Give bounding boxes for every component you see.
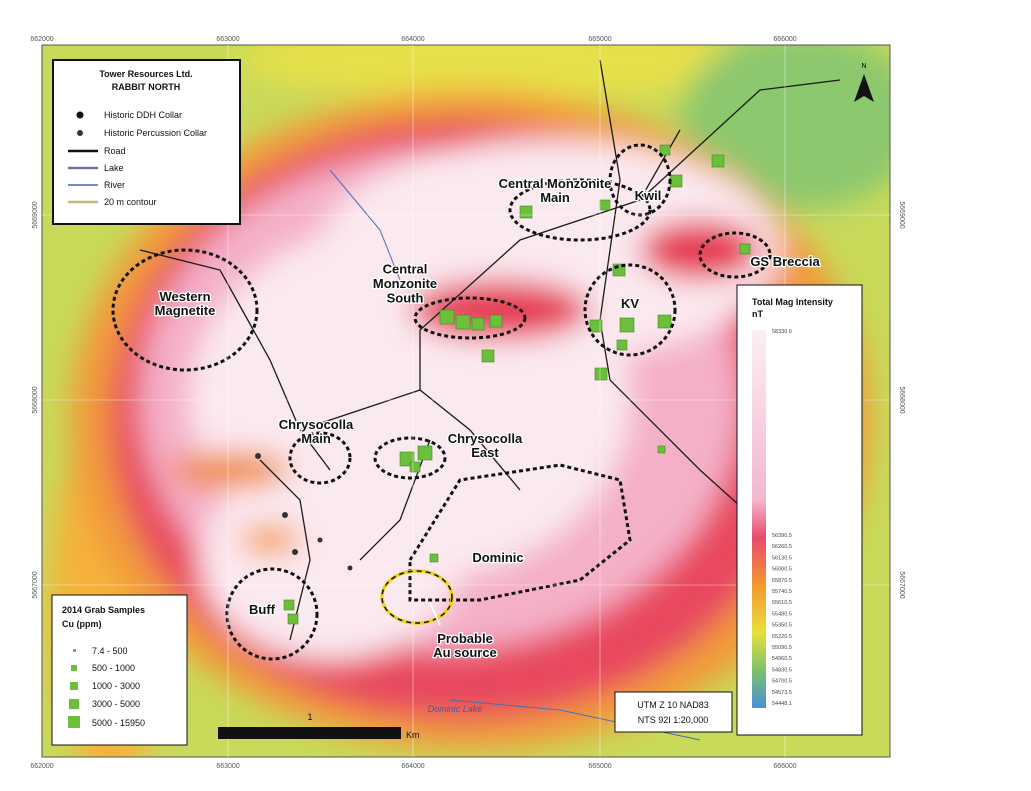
grid-labels: 662000 663000 664000 665000 666000 66200… xyxy=(30,36,905,770)
area-label: KV xyxy=(621,296,639,311)
easting-label: 665000 xyxy=(588,36,611,43)
legend: Tower Resources Ltd. RABBIT NORTH Histor… xyxy=(52,59,241,225)
area-label: GS Breccia xyxy=(750,254,820,269)
mag-label: 54700.5 xyxy=(772,679,792,685)
magnetic-raster xyxy=(42,45,890,757)
northing-label: 5667000 xyxy=(898,571,905,598)
mag-label: 56390.5 xyxy=(772,533,792,539)
legend-item: Lake xyxy=(104,163,124,173)
samples-title: 2014 Grab Samples xyxy=(62,605,145,615)
mag-label: 55610.5 xyxy=(772,600,792,606)
samples-class: 5000 - 15950 xyxy=(92,718,145,728)
projection: NTS 92I 1:20,000 xyxy=(638,715,709,725)
easting-label: 662000 xyxy=(30,36,53,43)
area-label: Chrysocolla East xyxy=(448,431,523,460)
target-outlines xyxy=(111,143,772,661)
northing-label: 5668000 xyxy=(898,386,905,413)
easting-label: 663000 xyxy=(216,763,239,770)
legend-item: River xyxy=(104,180,125,190)
annotation-arrow xyxy=(429,602,441,626)
area-label: Kwil xyxy=(635,188,662,203)
easting-label: 663000 xyxy=(216,36,239,43)
mag-label: 56130.5 xyxy=(772,555,792,561)
mag-label: 54960.5 xyxy=(772,656,792,662)
au-source-ring-dash xyxy=(381,570,453,624)
area-label: Chrysocolla Main xyxy=(279,417,354,446)
mag-label: 54573.5 xyxy=(772,690,792,696)
area-label: Western Magnetite xyxy=(155,289,216,318)
area-label: Central Monzonite Main xyxy=(499,176,612,205)
projection: UTM Z 10 NAD83 xyxy=(637,700,709,710)
scale-bar: 1 Km xyxy=(218,712,420,740)
northing-label: 5669000 xyxy=(898,201,905,228)
mag-label: 55220.5 xyxy=(772,634,792,640)
area-label: Dominic xyxy=(472,550,523,565)
grab-samples xyxy=(283,144,751,625)
legend-subtitle: RABBIT NORTH xyxy=(112,82,181,92)
easting-label: 662000 xyxy=(30,763,53,770)
lake-label: Dominic Lake xyxy=(428,704,483,714)
annotation: Probable Au source xyxy=(433,631,497,660)
mag-legend: Total Mag Intensity nT 58330.6 56390.5 56… xyxy=(736,284,863,736)
projection-box: UTM Z 10 NAD83 NTS 92I 1:20,000 xyxy=(614,691,733,733)
legend-item: Historic DDH Collar xyxy=(104,110,182,120)
samples-class: 500 - 1000 xyxy=(92,663,135,673)
area-label: Central Monzonite South xyxy=(373,262,437,306)
mag-label: 55350.5 xyxy=(772,623,792,629)
scale-unit: Km xyxy=(406,730,420,740)
samples-legend: 2014 Grab Samples Cu (ppm) 7.4 - 500 500… xyxy=(51,594,188,746)
legend-title: Tower Resources Ltd. xyxy=(99,69,192,79)
mag-label: 54830.5 xyxy=(772,667,792,673)
mag-label: 55090.5 xyxy=(772,645,792,651)
mag-label: 54448.1 xyxy=(772,701,792,707)
easting-label: 666000 xyxy=(773,36,796,43)
legend-item: 20 m contour xyxy=(104,197,157,207)
northing-label: 5669000 xyxy=(32,201,39,228)
area-label: Buff xyxy=(249,602,276,617)
scale-label: 1 xyxy=(307,712,312,722)
mag-label: 55480.5 xyxy=(772,611,792,617)
samples-class: 1000 - 3000 xyxy=(92,681,140,691)
north-arrow: N xyxy=(854,63,874,102)
easting-label: 664000 xyxy=(401,763,424,770)
mag-label: 55740.5 xyxy=(772,589,792,595)
legend-item: Road xyxy=(104,146,126,156)
mag-label: 56260.5 xyxy=(772,544,792,550)
northing-label: 5668000 xyxy=(32,386,39,413)
easting-label: 664000 xyxy=(401,36,424,43)
mag-label: 56000.5 xyxy=(772,567,792,573)
samples-class: 7.4 - 500 xyxy=(92,646,128,656)
map-frame xyxy=(41,44,891,758)
mag-max: 58330.6 xyxy=(772,329,792,335)
mag-unit: nT xyxy=(752,309,763,319)
easting-label: 665000 xyxy=(588,763,611,770)
drill-collars xyxy=(255,453,353,571)
samples-class: 3000 - 5000 xyxy=(92,699,140,709)
mag-title: Total Mag Intensity xyxy=(752,297,833,307)
roads xyxy=(139,59,841,641)
north-label: N xyxy=(861,63,866,70)
area-labels: Central Monzonite Main Kwil GS Breccia We… xyxy=(153,175,821,714)
northing-label: 5667000 xyxy=(32,571,39,598)
mag-label: 55870.5 xyxy=(772,578,792,584)
legend-item: Historic Percussion Collar xyxy=(104,128,207,138)
easting-label: 666000 xyxy=(773,763,796,770)
samples-subtitle: Cu (ppm) xyxy=(62,619,102,629)
